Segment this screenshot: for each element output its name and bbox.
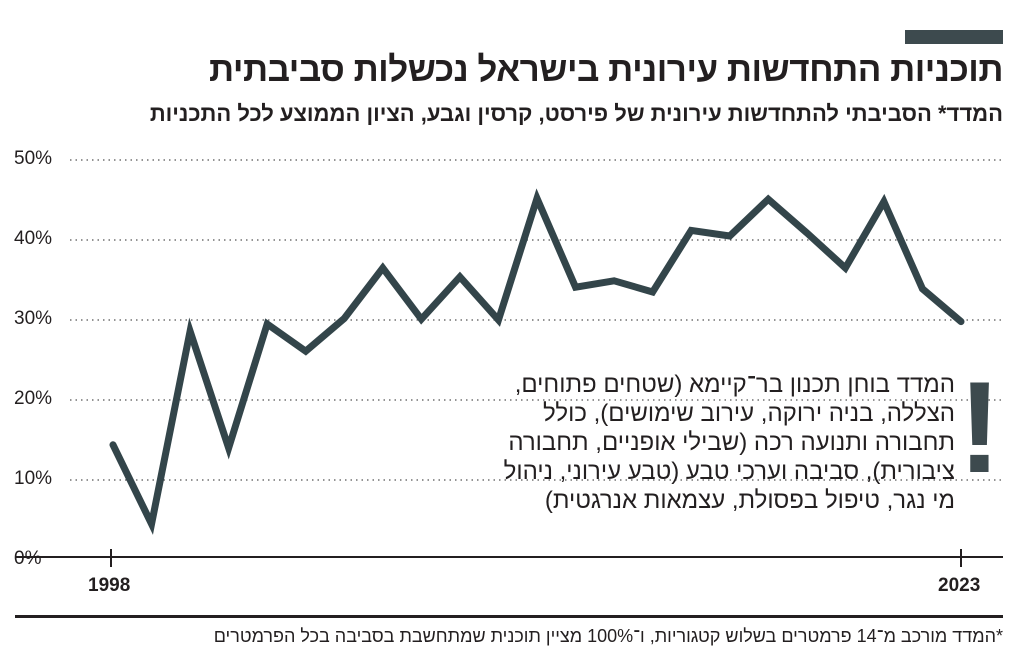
chart-subtitle: המדד* הסביבתי להתחדשות עירונית של פירסט,… bbox=[149, 101, 1003, 126]
y-tick-label: 40% bbox=[14, 228, 53, 249]
y-tick-label: 10% bbox=[14, 468, 53, 489]
exclamation-icon: ! bbox=[958, 354, 1002, 500]
footnote: *המדד מורכב מ־14 פרמטרים בשלוש קטגוריות,… bbox=[213, 626, 1003, 646]
annotation-line: הצללה, בניה ירוקה, עירוב שימושים), כולל bbox=[542, 400, 955, 427]
annotation: המדד בוחן תכנון בר־קיימא (שטחים פתוחים, … bbox=[504, 370, 955, 515]
annotation-line: המדד בוחן תכנון בר־קיימא (שטחים פתוחים, bbox=[514, 371, 955, 398]
x-tick-label: 2023 bbox=[938, 575, 981, 596]
chart-title: תוכניות התחדשות עירונית בישראל נכשלות סב… bbox=[208, 50, 1004, 89]
annotation-line: ציבורית), סביבה וערכי טבע (טבע עירוני, נ… bbox=[503, 458, 955, 485]
annotation-line: מי נגר, טיפול בפסולת, עצמאות אנרגטית) bbox=[544, 487, 955, 514]
x-tick-label: 1998 bbox=[88, 575, 131, 596]
annotation-line: תחבורה ותנועה רכה (שבילי אופניים, תחבורה bbox=[508, 429, 955, 456]
footer-divider bbox=[15, 615, 1003, 618]
y-tick-label: 30% bbox=[14, 308, 53, 329]
y-tick-label: 50% bbox=[14, 148, 53, 169]
y-tick-label: 20% bbox=[14, 388, 53, 409]
accent-bar bbox=[905, 30, 1003, 44]
y-tick-label: 0% bbox=[14, 548, 42, 569]
